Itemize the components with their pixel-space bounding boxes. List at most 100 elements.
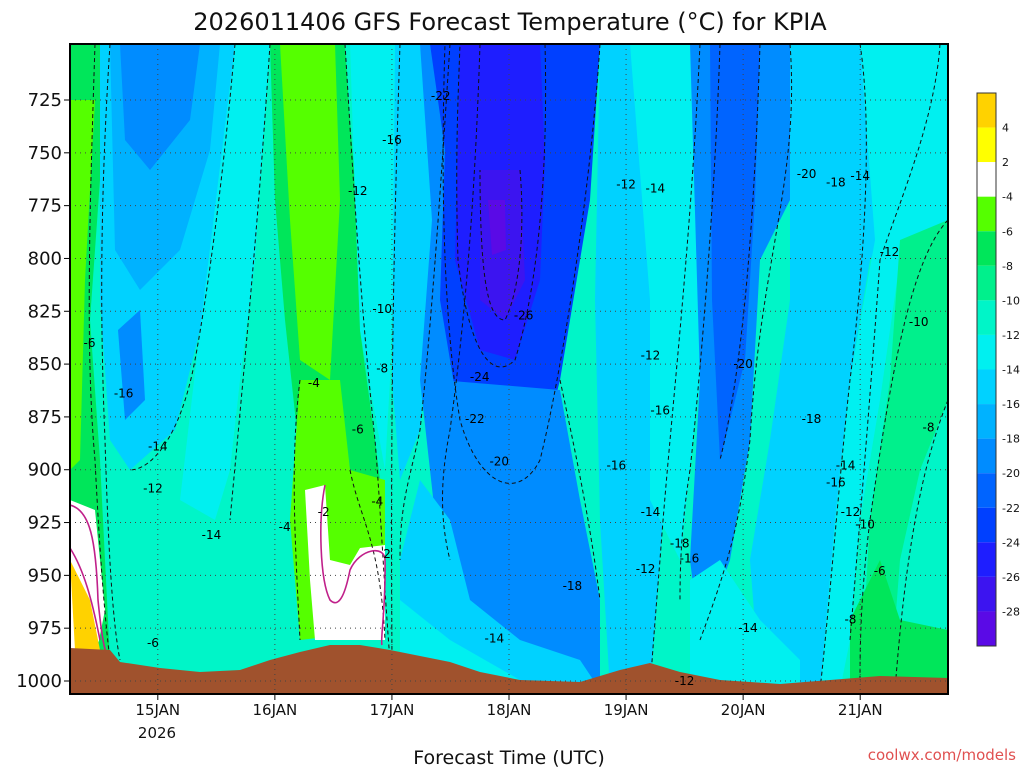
contour-label: -10 bbox=[909, 315, 929, 329]
y-tick-label: 750 bbox=[28, 143, 62, 164]
contour-label: -6 bbox=[84, 336, 96, 350]
x-tick-label: 19JAN bbox=[604, 701, 649, 719]
x-tick-label: 18JAN bbox=[487, 701, 532, 719]
plot-area bbox=[70, 44, 948, 694]
contour-label: -12 bbox=[616, 178, 636, 192]
colorbar-swatch bbox=[977, 542, 996, 577]
contour-label: -14 bbox=[485, 632, 505, 646]
x-year-label: 2026 bbox=[138, 724, 176, 742]
contour-label: -4 bbox=[279, 520, 291, 534]
x-tick-label: 15JAN bbox=[135, 701, 180, 719]
colorbar-swatch bbox=[977, 93, 996, 128]
contour-label: -12 bbox=[880, 245, 900, 259]
colorbar-swatch bbox=[977, 265, 996, 301]
contour-label: -12 bbox=[641, 349, 661, 363]
y-tick-label: 850 bbox=[28, 354, 62, 375]
colorbar-swatch bbox=[977, 473, 996, 508]
credit-text: coolwx.com/models bbox=[868, 746, 1016, 764]
x-axis: 15JAN 16JAN 17JAN 18JAN 19JAN 20JAN 21JAN bbox=[135, 694, 883, 719]
colorbar-swatch bbox=[977, 334, 996, 370]
contour-label: -22 bbox=[431, 89, 451, 103]
contour-label: -14 bbox=[641, 505, 661, 519]
contour-label: -6 bbox=[352, 423, 364, 437]
colorbar-label: -10 bbox=[1002, 294, 1020, 307]
contour-label: -24 bbox=[470, 370, 490, 384]
y-tick-label: 950 bbox=[28, 565, 62, 586]
chart-title: 2026011406 GFS Forecast Temperature (°C)… bbox=[193, 8, 827, 36]
contour-label: -16 bbox=[607, 459, 627, 473]
colorbar-label: -18 bbox=[1002, 433, 1020, 446]
contour-label: -16 bbox=[114, 387, 134, 401]
colorbar-label: -28 bbox=[1002, 605, 1020, 618]
contour-label: -14 bbox=[202, 528, 222, 542]
contour-label: -14 bbox=[148, 439, 168, 453]
contour-label: -14 bbox=[646, 182, 666, 196]
contour-label: -2 bbox=[318, 505, 330, 519]
contour-label: -12 bbox=[636, 562, 656, 576]
contour-label: -14 bbox=[836, 459, 856, 473]
y-tick-label: 975 bbox=[28, 618, 62, 639]
contour-label: -10 bbox=[372, 302, 392, 316]
contour-label: -6 bbox=[147, 636, 159, 650]
colorbar-label: -16 bbox=[1002, 398, 1020, 411]
colorbar-label: 4 bbox=[1002, 122, 1009, 135]
contour-label: -16 bbox=[650, 404, 670, 418]
colorbar-swatch bbox=[977, 300, 996, 335]
contour-label: -20 bbox=[797, 167, 817, 181]
y-tick-label: 925 bbox=[28, 513, 62, 534]
contour-label: -8 bbox=[376, 361, 388, 375]
y-tick-label: 900 bbox=[28, 460, 62, 481]
x-tick-label: 20JAN bbox=[721, 701, 766, 719]
colorbar: 4 2 -4 -6 -8 -10 -12 -14 -16 -18 -20 -22 -24 -26 -28 bbox=[976, 92, 1020, 647]
colorbar-label: -26 bbox=[1002, 571, 1020, 584]
contour-label: -26 bbox=[514, 308, 534, 322]
contour-label: -6 bbox=[874, 564, 886, 578]
colorbar-swatch bbox=[977, 196, 996, 232]
gridlines bbox=[70, 44, 948, 694]
contour-label: -12 bbox=[675, 674, 695, 688]
contour-label: -16 bbox=[680, 551, 700, 565]
y-tick-label: 800 bbox=[28, 248, 62, 269]
contour-labels: -6 -16 -14 -12 -14 -6 -4 -2 -4 -6 -4 2 -8 -10 -12 -16 -2… bbox=[84, 89, 935, 688]
contour-label: -12 bbox=[143, 482, 163, 496]
colorbar-label: -22 bbox=[1002, 502, 1020, 515]
x-tick-label: 21JAN bbox=[838, 701, 883, 719]
contour-label: -4 bbox=[308, 376, 320, 390]
terrain bbox=[70, 645, 948, 694]
colorbar-label: 2 bbox=[1002, 156, 1009, 169]
y-tick-label: 825 bbox=[28, 301, 62, 322]
contour-label: -18 bbox=[563, 579, 583, 593]
colorbar-label: -8 bbox=[1002, 260, 1013, 273]
x-tick-label: 16JAN bbox=[252, 701, 297, 719]
y-tick-label: 725 bbox=[28, 90, 62, 111]
contour-lines bbox=[88, 44, 948, 691]
y-tick-label: 875 bbox=[28, 407, 62, 428]
contour-label: -4 bbox=[371, 494, 383, 508]
y-tick-label: 1000 bbox=[16, 671, 62, 692]
contour-label: -12 bbox=[348, 184, 368, 198]
colorbar-swatch bbox=[977, 231, 996, 266]
colorbar-label: -20 bbox=[1002, 467, 1020, 480]
contour-label: -8 bbox=[844, 613, 856, 627]
colorbar-label: -24 bbox=[1002, 536, 1020, 549]
colorbar-swatch bbox=[977, 507, 996, 543]
colorbar-swatch bbox=[977, 576, 996, 612]
contour-label: -22 bbox=[465, 412, 485, 426]
colorbar-label: -6 bbox=[1002, 225, 1013, 238]
colorbar-label: -14 bbox=[1002, 364, 1020, 377]
contour-label: -10 bbox=[855, 518, 875, 532]
colorbar-swatch bbox=[977, 127, 996, 163]
y-tick-label: 775 bbox=[28, 196, 62, 217]
temperature-fill bbox=[70, 44, 948, 690]
colorbar-label: -4 bbox=[1002, 191, 1013, 204]
contour-label: -8 bbox=[923, 420, 935, 434]
colorbar-frame bbox=[976, 92, 997, 647]
contour-label: -20 bbox=[733, 357, 753, 371]
x-tick-label: 17JAN bbox=[370, 701, 415, 719]
contour-label: 2 bbox=[383, 547, 391, 561]
colorbar-swatch bbox=[977, 404, 996, 439]
colorbar-swatch bbox=[977, 438, 996, 474]
contour-label: -16 bbox=[382, 133, 402, 147]
contour-label: -16 bbox=[826, 475, 846, 489]
